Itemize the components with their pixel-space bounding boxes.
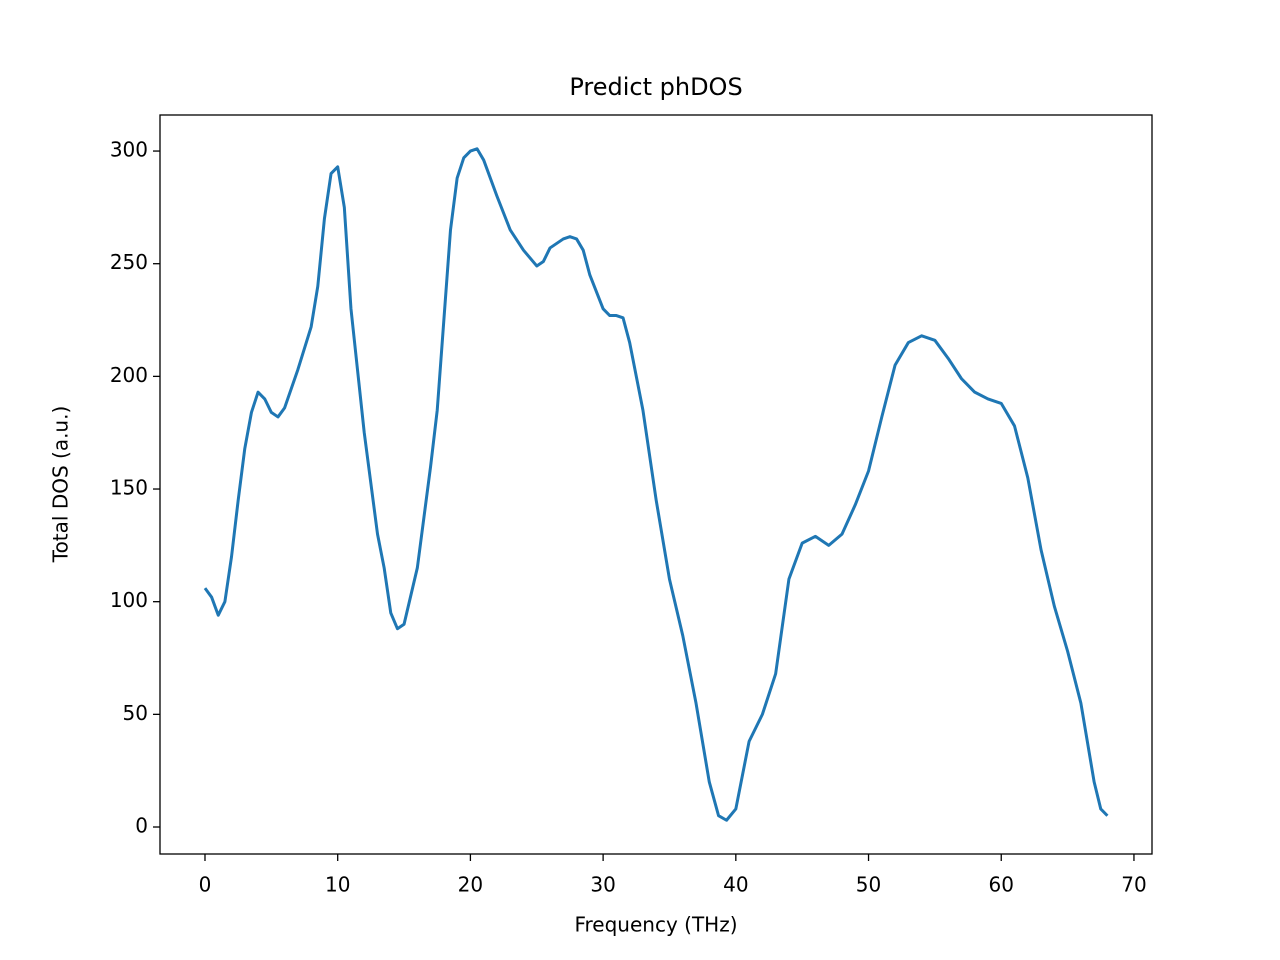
x-tick-label: 20 — [458, 873, 483, 897]
x-tick-label: 10 — [325, 873, 350, 897]
y-tick-label: 0 — [135, 814, 148, 838]
x-tick-label: 50 — [856, 873, 881, 897]
x-tick-label: 30 — [590, 873, 615, 897]
plot-frame — [159, 114, 1153, 855]
x-tick-label: 0 — [199, 873, 212, 897]
data-line — [203, 147, 1109, 822]
chart-title: Predict phDOS — [569, 73, 742, 101]
y-tick-label: 150 — [110, 476, 148, 500]
y-tick-label: 50 — [123, 701, 148, 725]
x-tick-label: 40 — [723, 873, 748, 897]
y-tick-label: 300 — [110, 138, 148, 162]
y-tick-label: 100 — [110, 588, 148, 612]
y-axis-label: Total DOS (a.u.) — [49, 406, 73, 564]
x-axis-label: Frequency (THz) — [574, 913, 737, 937]
x-tick-label: 60 — [989, 873, 1014, 897]
y-tick-label: 250 — [110, 250, 148, 274]
x-tick-label: 70 — [1121, 873, 1146, 897]
y-tick-label: 200 — [110, 363, 148, 387]
